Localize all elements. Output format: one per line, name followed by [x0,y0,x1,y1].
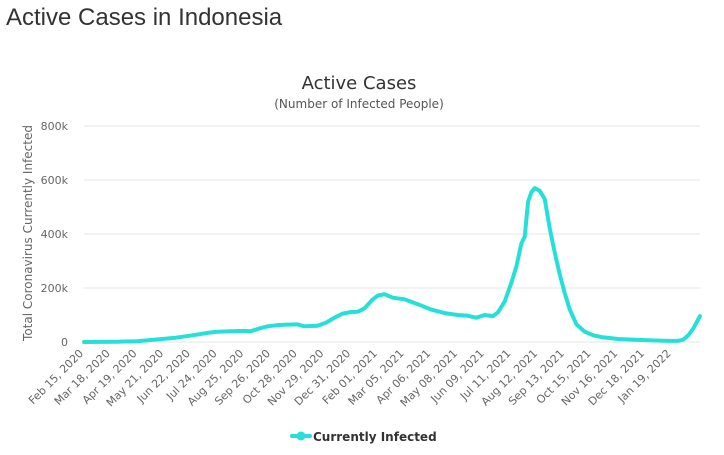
grid-lines [84,125,700,343]
chart-title: Active Cases [302,73,417,94]
y-axis-label: Total Coronavirus Currently Infected [21,125,35,342]
y-tick-label: 400k [41,228,69,241]
chart-subtitle: (Number of Infected People) [274,97,444,111]
y-tick-label: 800k [41,120,69,133]
series-layer [82,186,702,344]
legend[interactable]: Currently Infected [290,430,437,444]
legend-marker-icon[interactable] [296,431,306,441]
y-axis-ticks: 0 200k 400k 600k 800k [41,120,69,349]
page-title: Active Cases in Indonesia [6,4,283,31]
y-tick-label: 200k [41,282,69,295]
legend-label[interactable]: Currently Infected [313,430,437,444]
y-tick-label: 600k [41,174,69,187]
series-line-currently-infected[interactable] [82,186,702,344]
y-tick-label: 0 [61,336,68,349]
